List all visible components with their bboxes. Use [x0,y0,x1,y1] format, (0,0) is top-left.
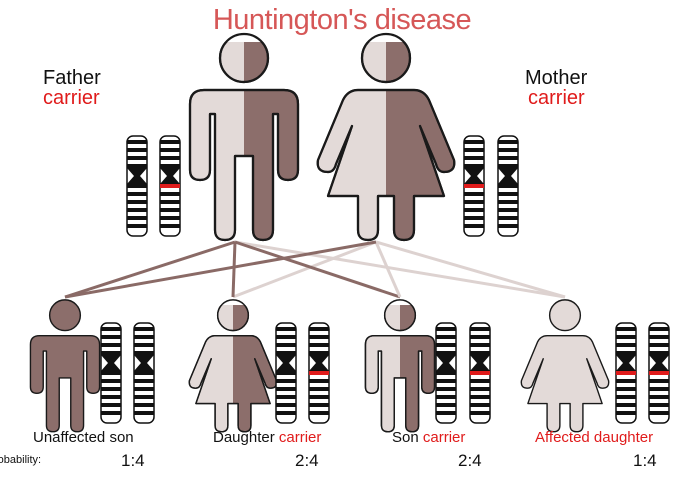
child-label-son-carrier: Son carrier [392,429,466,446]
mother-figure [318,34,455,240]
child-affected-daughter-chromosome-2 [649,323,669,423]
child-daughter-carrier-chromosome-1 [275,322,297,424]
child-son-carrier-chromosome-1 [435,322,457,424]
child-unaffected-son-chromosome-2 [133,322,155,424]
father-label: Father carrier [43,68,101,108]
probability-daughter-carrier: 2:4 [295,451,319,470]
father-figure [190,34,298,240]
mother-status: carrier [528,87,585,109]
father-status: carrier [43,87,100,109]
father-name: Father [43,67,101,89]
child-son-carrier-chromosome-2 [470,323,490,423]
child-affected-daughter-figure [521,300,608,432]
probability-unaffected-son: 1:4 [121,451,145,470]
probability-son-carrier: 2:4 [458,451,482,470]
page-title: Huntington's disease [212,4,472,36]
child-son-carrier-figure [365,300,434,432]
mother-name: Mother [525,67,588,89]
child-unaffected-son-figure [30,300,99,432]
probability-affected-daughter: 1:4 [633,451,657,470]
child-daughter-carrier-chromosome-2 [309,323,329,423]
inheritance-lines [64,240,566,299]
child-daughter-carrier-figure [189,300,276,432]
mother-chromosome-mutant [464,136,484,236]
child-label-affected-daughter: Affected daughter [535,429,654,446]
child-unaffected-son-chromosome-1 [100,322,122,424]
child-label-unaffected-son: Unaffected son [33,429,134,446]
mother-chromosome-normal [497,135,519,237]
child-affected-daughter-chromosome-1 [616,323,636,423]
father-chromosome-mutant [160,136,180,236]
mother-label: Mother carrier [525,68,587,108]
father-chromosome-normal [126,135,148,237]
child-label-daughter-carrier: Daughter carrier [213,429,322,446]
